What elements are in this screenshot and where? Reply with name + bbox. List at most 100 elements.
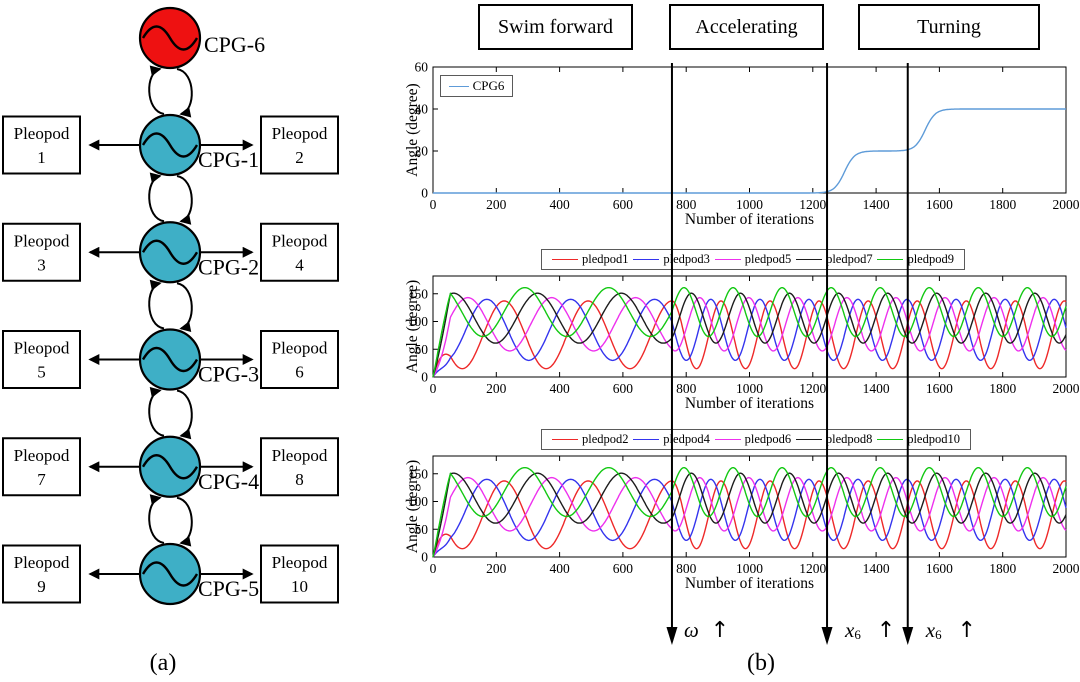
phase-box-swim-forward: Swim forward — [478, 4, 633, 50]
x-tick-label: 1000 — [736, 381, 763, 396]
oscillator-wave-icon — [141, 132, 199, 158]
increase-arrow-icon: ↑ — [710, 617, 730, 643]
coupling-arrow-down — [176, 68, 193, 118]
x-tick-label: 2000 — [1053, 561, 1080, 576]
y-axis-label: Angle (degree) — [404, 460, 421, 553]
event-symbol-subscript: 6 — [854, 626, 861, 642]
pleopod-box — [260, 437, 339, 497]
legend-entry-pledpod9: pledpod9 — [877, 252, 954, 267]
x-tick-label: 400 — [549, 197, 570, 212]
pleopod-box-number: 2 — [295, 148, 304, 167]
pleopod-box-number: 7 — [37, 470, 46, 489]
x-tick-label: 2000 — [1053, 197, 1080, 212]
coupling-arrow-down — [176, 389, 193, 440]
legend-line-sample — [633, 439, 660, 440]
y-tick-label: 60 — [415, 60, 429, 75]
event-label-2: x 6 ↑ — [845, 615, 895, 645]
coupling-arrow-up — [148, 386, 165, 437]
oscillator-wave-icon — [141, 346, 199, 373]
x-tick-label: 1400 — [863, 561, 890, 576]
pleopod-box-title: Pleopod — [14, 446, 70, 465]
x-tick-label: 1800 — [989, 381, 1016, 396]
x-tick-label: 200 — [486, 197, 507, 212]
y-tick-label: 20 — [415, 144, 429, 159]
pleopod-box-title: Pleopod — [272, 446, 328, 465]
legend-line-sample — [877, 259, 904, 260]
phase-box-turning: Turning — [858, 4, 1040, 50]
cpg-label: CPG-2 — [198, 254, 259, 279]
legend-line-sample — [796, 259, 823, 260]
coupling-arrow-down — [176, 282, 193, 333]
pleopod-box-number: 5 — [37, 363, 46, 382]
x-tick-label: 200 — [486, 381, 507, 396]
legend-entry-pledpod6: pledpod6 — [714, 432, 792, 447]
series-line-pledpod5 — [432, 296, 1067, 378]
pleopod-box-title: Pleopod — [272, 231, 328, 250]
cpg-head-label: CPG-6 — [204, 32, 265, 57]
cpg-label: CPG-4 — [198, 469, 259, 494]
angle-plots: 0 200 400 600 800 1000 1200 1400 1600 1800 2000020… — [404, 60, 1080, 593]
x-axis-label: Number of iterations — [685, 395, 814, 412]
coupling-arrow-up — [148, 65, 165, 115]
y-tick-label: 0 — [421, 550, 428, 565]
legend-line-sample — [552, 259, 578, 260]
y-tick-label: 0 — [421, 370, 428, 385]
oscillator-wave-icon — [141, 454, 199, 480]
x-tick-label: 200 — [486, 561, 507, 576]
series-line-pledpod1 — [432, 300, 1067, 378]
x-tick-label: 1800 — [989, 197, 1016, 212]
legend-line-sample — [714, 259, 741, 260]
legend-entry-label: pledpod3 — [663, 252, 710, 266]
legend-entry-pledpod5: pledpod5 — [714, 252, 792, 267]
x-tick-label: 1000 — [736, 197, 763, 212]
pleopod-box-title: Pleopod — [14, 231, 70, 250]
y-axis-label: Angle (degree) — [404, 280, 421, 373]
legend-entry-label: pledpod6 — [744, 432, 792, 446]
x-tick-label: 400 — [549, 381, 570, 396]
pleopod-box-number: 9 — [37, 577, 46, 596]
legend-entry-label: pledpod10 — [907, 432, 960, 446]
y-tick-label: 50 — [415, 522, 429, 537]
event-symbol: x — [845, 617, 855, 642]
legend-entry-pledpod8: pledpod8 — [795, 432, 872, 447]
pleopod-box — [2, 544, 81, 604]
event-symbol: ω — [683, 617, 699, 642]
coupling-arrow-up — [148, 172, 165, 223]
plot-frame-cpg6-angle — [432, 66, 1067, 194]
y-tick-label: 100 — [408, 314, 429, 329]
increase-arrow-icon: ↑ — [957, 617, 977, 643]
x-tick-label: 800 — [676, 561, 697, 576]
legend-line-sample — [448, 85, 469, 87]
pleopod-box-number: 1 — [37, 148, 46, 167]
series-line-pledpod8 — [432, 472, 1067, 558]
pleopod-box-number: 3 — [37, 255, 46, 274]
legend-line-sample — [795, 439, 822, 440]
x-tick-label: 2000 — [1053, 381, 1080, 396]
x-axis-label: Number of iterations — [685, 575, 814, 592]
legend-entry-pledpod10: pledpod10 — [877, 432, 960, 447]
y-tick-label: 50 — [415, 342, 429, 357]
legend-entry-pledpod2: pledpod2 — [552, 432, 629, 447]
cpg-label: CPG-5 — [198, 576, 259, 601]
series-line-pledpod10 — [432, 467, 1067, 558]
legend-entry-pledpod1: pledpod1 — [552, 252, 629, 267]
x-tick-label: 600 — [613, 561, 634, 576]
y-tick-label: 150 — [408, 466, 429, 481]
legend-entry-label: pledpod7 — [826, 252, 873, 266]
legend-entry-pledpod3: pledpod3 — [633, 252, 710, 267]
cpg-label: CPG-3 — [198, 362, 259, 387]
pleopod-box-number: 10 — [291, 577, 308, 596]
x-tick-label: 1800 — [989, 561, 1016, 576]
panel-a-label: (a) — [149, 650, 177, 676]
y-tick-label: 100 — [408, 494, 429, 509]
pleopod-box-title: Pleopod — [272, 124, 328, 143]
x-tick-label: 1600 — [926, 197, 953, 212]
legend-entry-pledpod4: pledpod4 — [633, 432, 710, 447]
event-label-3: x 6 ↑ — [926, 615, 976, 645]
x-tick-label: 0 — [430, 197, 437, 212]
legend-line-sample — [552, 439, 578, 440]
oscillator-wave-icon — [141, 561, 199, 587]
simulation-results-panel: Swim forward Accelerating Turning 0 200 40… — [400, 0, 1080, 682]
legend-entry-label: pledpod5 — [744, 252, 792, 266]
